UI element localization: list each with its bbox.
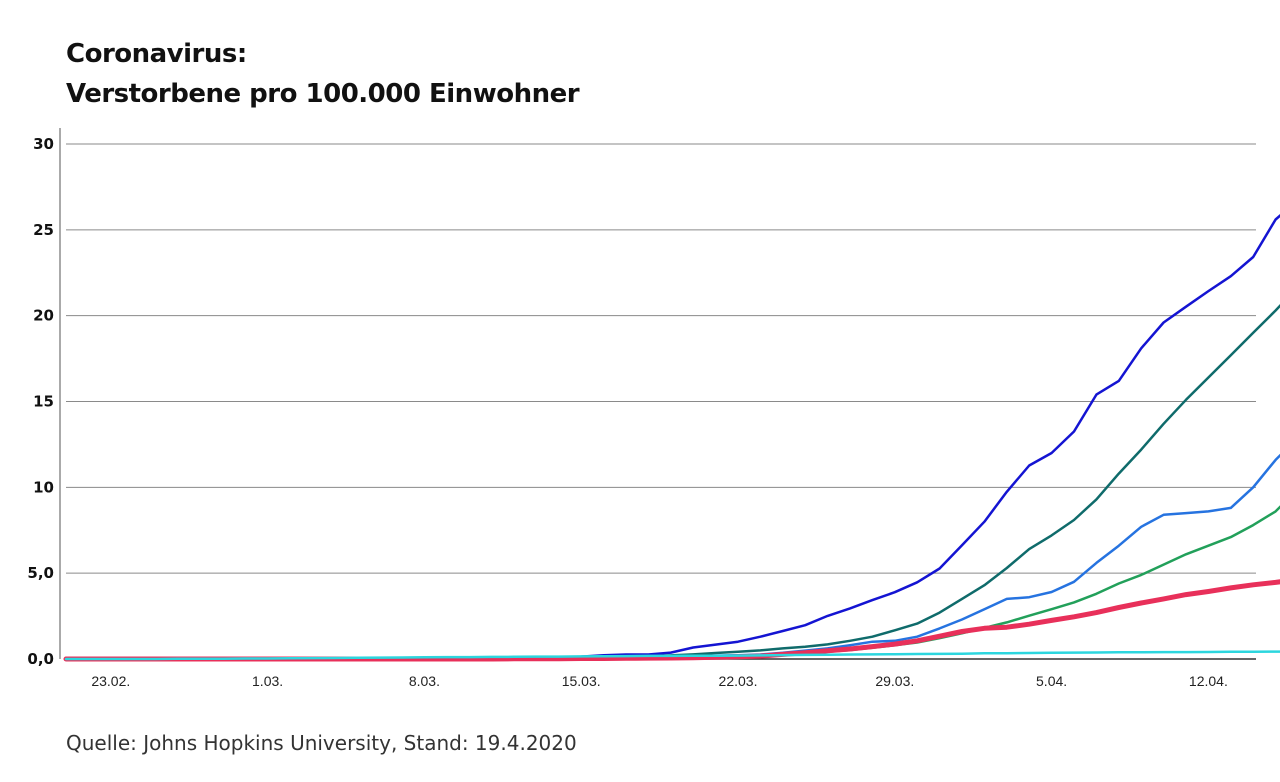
x-tick-label: 1.03. (252, 673, 283, 689)
x-tick-label: 29.03. (875, 673, 914, 689)
x-tick-label: 15.03. (562, 673, 601, 689)
series-lines (63, 214, 1280, 662)
series-line-usa (64, 505, 1280, 661)
x-tick-label: 8.03. (409, 673, 440, 689)
chart-title-line-1: Coronavirus: (66, 39, 247, 69)
x-tick-label: 5.04. (1036, 673, 1067, 689)
chart-title-line-2: Verstorbene pro 100.000 Einwohner (66, 79, 580, 109)
series-line-oesterreich (63, 579, 1280, 662)
series-line-uk (64, 303, 1280, 661)
y-tick-label: 20 (33, 307, 54, 325)
series-line-suedkorea (64, 650, 1280, 661)
y-tick-label: 10 (33, 478, 54, 496)
y-tick-label: 15 (33, 393, 54, 411)
x-tick-label: 12.04. (1189, 673, 1228, 689)
y-tick-label: 0,0 (27, 650, 54, 668)
source-note: Quelle: Johns Hopkins University, Stand:… (66, 731, 577, 755)
y-tick-label: 30 (33, 135, 54, 153)
series-line-schweden (64, 453, 1280, 661)
gridlines (59, 128, 1256, 660)
chart-title: Coronavirus: Verstorbene pro 100.000 Ein… (66, 34, 580, 114)
x-tick-label: 22.03. (719, 673, 758, 689)
x-axis-ticks: 23.02. 1.03. 8.03. 15.03. 22.03. 29.03. 5.04. 1… (91, 673, 1228, 689)
y-tick-label: 25 (33, 221, 54, 239)
y-axis-ticks: 0,0 5,0 10 15 20 25 30 (27, 135, 54, 668)
y-tick-label: 5,0 (27, 564, 54, 582)
x-tick-label: 23.02. (91, 673, 130, 689)
